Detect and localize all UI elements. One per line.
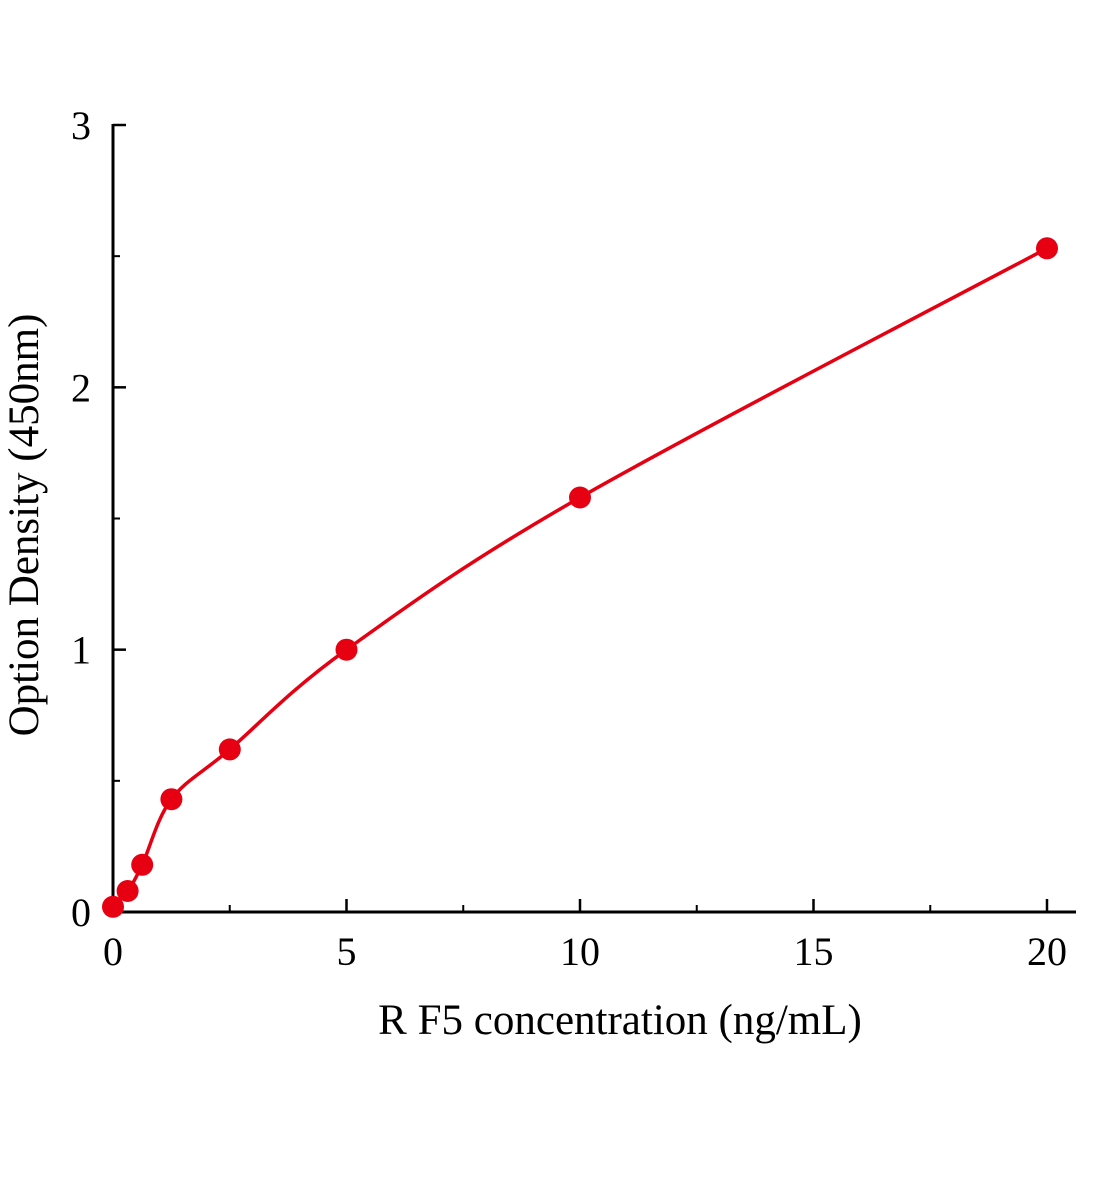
- x-tick-label: 20: [1027, 929, 1067, 974]
- fit-curve: [111, 246, 1049, 909]
- data-point: [102, 895, 124, 918]
- y-tick-label: 0: [71, 890, 91, 935]
- y-axis-title: Option Density (450nm): [1, 314, 48, 737]
- x-axis-title: R F5 concentration (ng/mL): [378, 997, 862, 1044]
- x-tick-label: 0: [103, 929, 123, 974]
- x-tick-label: 10: [560, 929, 600, 974]
- data-point: [116, 880, 139, 902]
- curve-and-data-points: [102, 237, 1058, 918]
- y-tick-label: 2: [71, 365, 91, 410]
- data-point: [218, 738, 241, 761]
- x-tick-label: 15: [794, 929, 834, 974]
- y-tick-label: 1: [71, 628, 91, 673]
- data-point: [131, 853, 154, 876]
- data-point: [160, 788, 183, 811]
- x-tick-label: 5: [337, 929, 357, 974]
- data-point: [1036, 237, 1058, 260]
- y-tick-label: 3: [71, 103, 91, 148]
- data-point: [569, 486, 591, 509]
- axis-lines: [111, 124, 1076, 914]
- axes-and-ticks: 0 5 10 15 20 0 1 2 3: [71, 103, 1076, 974]
- data-point: [335, 638, 358, 661]
